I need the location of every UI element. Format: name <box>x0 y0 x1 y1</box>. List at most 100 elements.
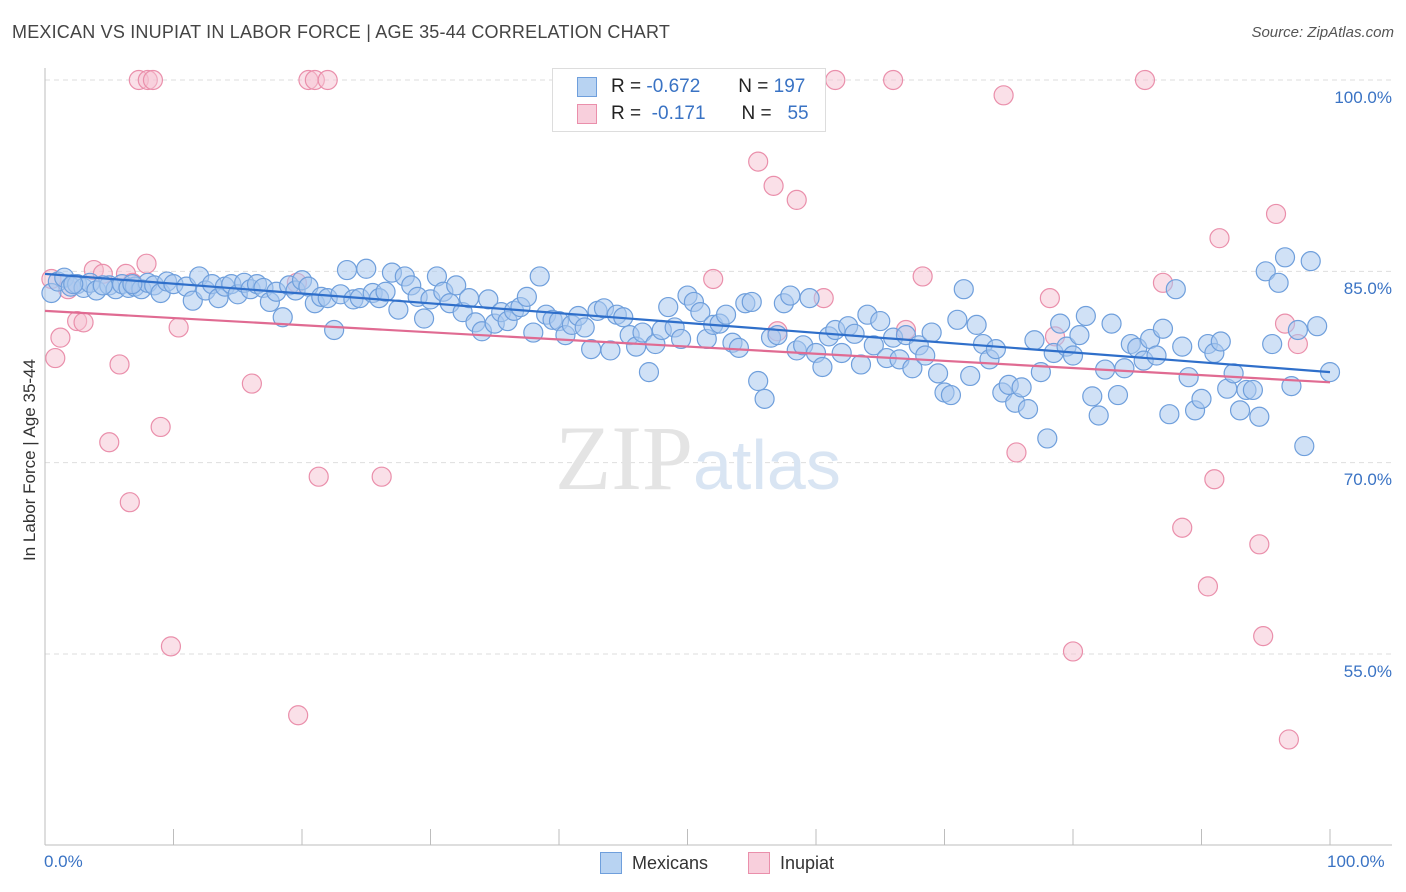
r-label: R = <box>611 76 642 97</box>
mexicans-point <box>92 275 113 296</box>
y-tick-label: 100.0% <box>1334 88 1392 107</box>
mexicans-point <box>1172 336 1193 357</box>
inupiat-point <box>1253 626 1274 647</box>
inupiat-point <box>50 327 71 348</box>
inupiat-point <box>241 373 262 394</box>
legend-row-mexicans: R = -0.672 N = 197 <box>577 75 805 99</box>
mexicans-point <box>780 285 801 306</box>
watermark-atlas: atlas <box>693 426 841 504</box>
mexicans-point <box>1062 345 1084 366</box>
mexicans-point <box>690 302 711 323</box>
inupiat-point <box>882 69 904 91</box>
inupiat-point <box>160 636 182 657</box>
watermark: ZIPatlas <box>555 405 841 511</box>
inupiat-point <box>912 266 933 287</box>
mexicans-point <box>1017 398 1039 420</box>
inupiat-point <box>763 175 784 196</box>
mexicans-point <box>748 370 769 392</box>
mexicans-point <box>1229 400 1251 421</box>
inupiat-point <box>1249 534 1270 555</box>
x-tick-label: 0.0% <box>44 852 83 871</box>
mexicans-point <box>356 258 377 279</box>
mexicans-point <box>1255 261 1276 282</box>
inupiat-point <box>1204 469 1225 490</box>
inupiat-point <box>109 354 130 375</box>
inupiat-point <box>317 69 338 91</box>
x-tick-label: 100.0% <box>1327 852 1385 871</box>
mexicans-swatch <box>600 852 622 874</box>
n-value: 197 <box>773 76 806 97</box>
n-value: 55 <box>787 103 809 124</box>
mexicans-point <box>1011 377 1032 398</box>
mexicans-point <box>985 339 1007 360</box>
mexicans-point <box>728 337 750 358</box>
mexicans-point <box>1242 379 1264 401</box>
inupiat-point <box>150 416 171 438</box>
mexicans-point <box>1300 251 1321 272</box>
mexicans-point <box>741 291 762 313</box>
inupiat-point <box>1172 517 1193 538</box>
watermark-zip: ZIP <box>555 407 693 509</box>
mexicans-point <box>831 342 852 364</box>
legend-item-inupiat: Inupiat <box>748 852 834 874</box>
inupiat-point <box>1039 288 1060 309</box>
source-label: Source: ZipAtlas.com <box>1251 24 1394 41</box>
n-label: N = <box>738 76 769 97</box>
r-value: -0.171 <box>651 103 706 124</box>
mexicans-point <box>940 384 962 406</box>
mexicans-point <box>960 365 981 387</box>
inupiat-point <box>1278 729 1299 750</box>
legend-stats: R = -0.672 N = 197 R = -0.171 N = 55 <box>552 68 826 132</box>
mexicans-point <box>1165 279 1186 300</box>
mexicans-point <box>478 289 499 310</box>
mexicans-point <box>272 307 293 328</box>
inupiat-point <box>1265 203 1287 225</box>
inupiat-point <box>168 317 189 338</box>
mexicans-point <box>850 354 872 375</box>
mexicans-point <box>336 259 358 281</box>
legend-label: Mexicans <box>632 852 709 873</box>
inupiat-point <box>45 347 66 369</box>
mexicans-point <box>799 288 820 309</box>
mexicans-point <box>388 299 409 320</box>
mexicans-point <box>1178 367 1199 388</box>
mexicans-point <box>812 356 833 378</box>
inupiat-point <box>825 69 846 91</box>
mexicans-point <box>844 323 865 344</box>
inupiat-point <box>99 432 120 453</box>
mexicans-point <box>574 317 595 338</box>
mexicans-point <box>600 340 621 361</box>
inupiat-swatch <box>577 104 597 124</box>
mexicans-point <box>1287 319 1308 341</box>
mexicans-point <box>638 362 660 383</box>
y-tick-label: 70.0% <box>1343 470 1392 489</box>
mexicans-point <box>1274 247 1296 268</box>
mexicans-point <box>632 322 653 343</box>
n-label: N = <box>741 103 772 124</box>
inupiat-swatch <box>748 852 770 874</box>
mexicans-point <box>1191 388 1212 409</box>
mexicans-point <box>516 286 537 307</box>
inupiat-point <box>1006 442 1027 463</box>
mexicans-point <box>921 322 942 343</box>
mexicans-trend-line <box>44 272 1331 374</box>
legend-label: Inupiat <box>780 852 835 873</box>
mexicans-point <box>122 273 143 295</box>
r-value: -0.672 <box>646 76 701 97</box>
inupiat-point <box>993 85 1014 106</box>
mexicans-point <box>754 388 775 409</box>
mexicans-point <box>1249 406 1270 427</box>
mexicans-point <box>1114 358 1135 379</box>
mexicans-swatch <box>577 77 597 97</box>
mexicans-point <box>863 335 884 356</box>
inupiat-point <box>1134 69 1156 91</box>
mexicans-point <box>966 314 987 336</box>
mexicans-point <box>670 328 692 350</box>
mexicans-point <box>870 310 891 332</box>
mexicans-point <box>1146 345 1167 366</box>
inupiat-point <box>73 312 94 333</box>
mexicans-point <box>324 319 345 341</box>
mexicans-point <box>953 279 974 300</box>
mexicans-point <box>947 309 968 330</box>
